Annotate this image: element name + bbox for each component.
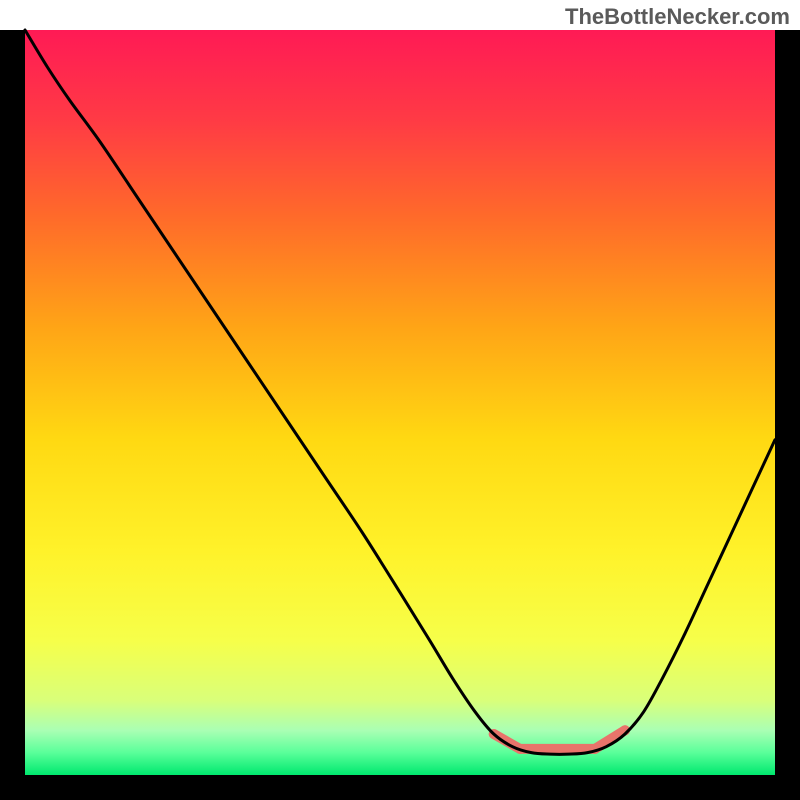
watermark-text: TheBottleNecker.com bbox=[565, 4, 790, 30]
bottleneck-chart bbox=[0, 0, 800, 800]
plot-background bbox=[25, 30, 775, 775]
chart-container: TheBottleNecker.com bbox=[0, 0, 800, 800]
